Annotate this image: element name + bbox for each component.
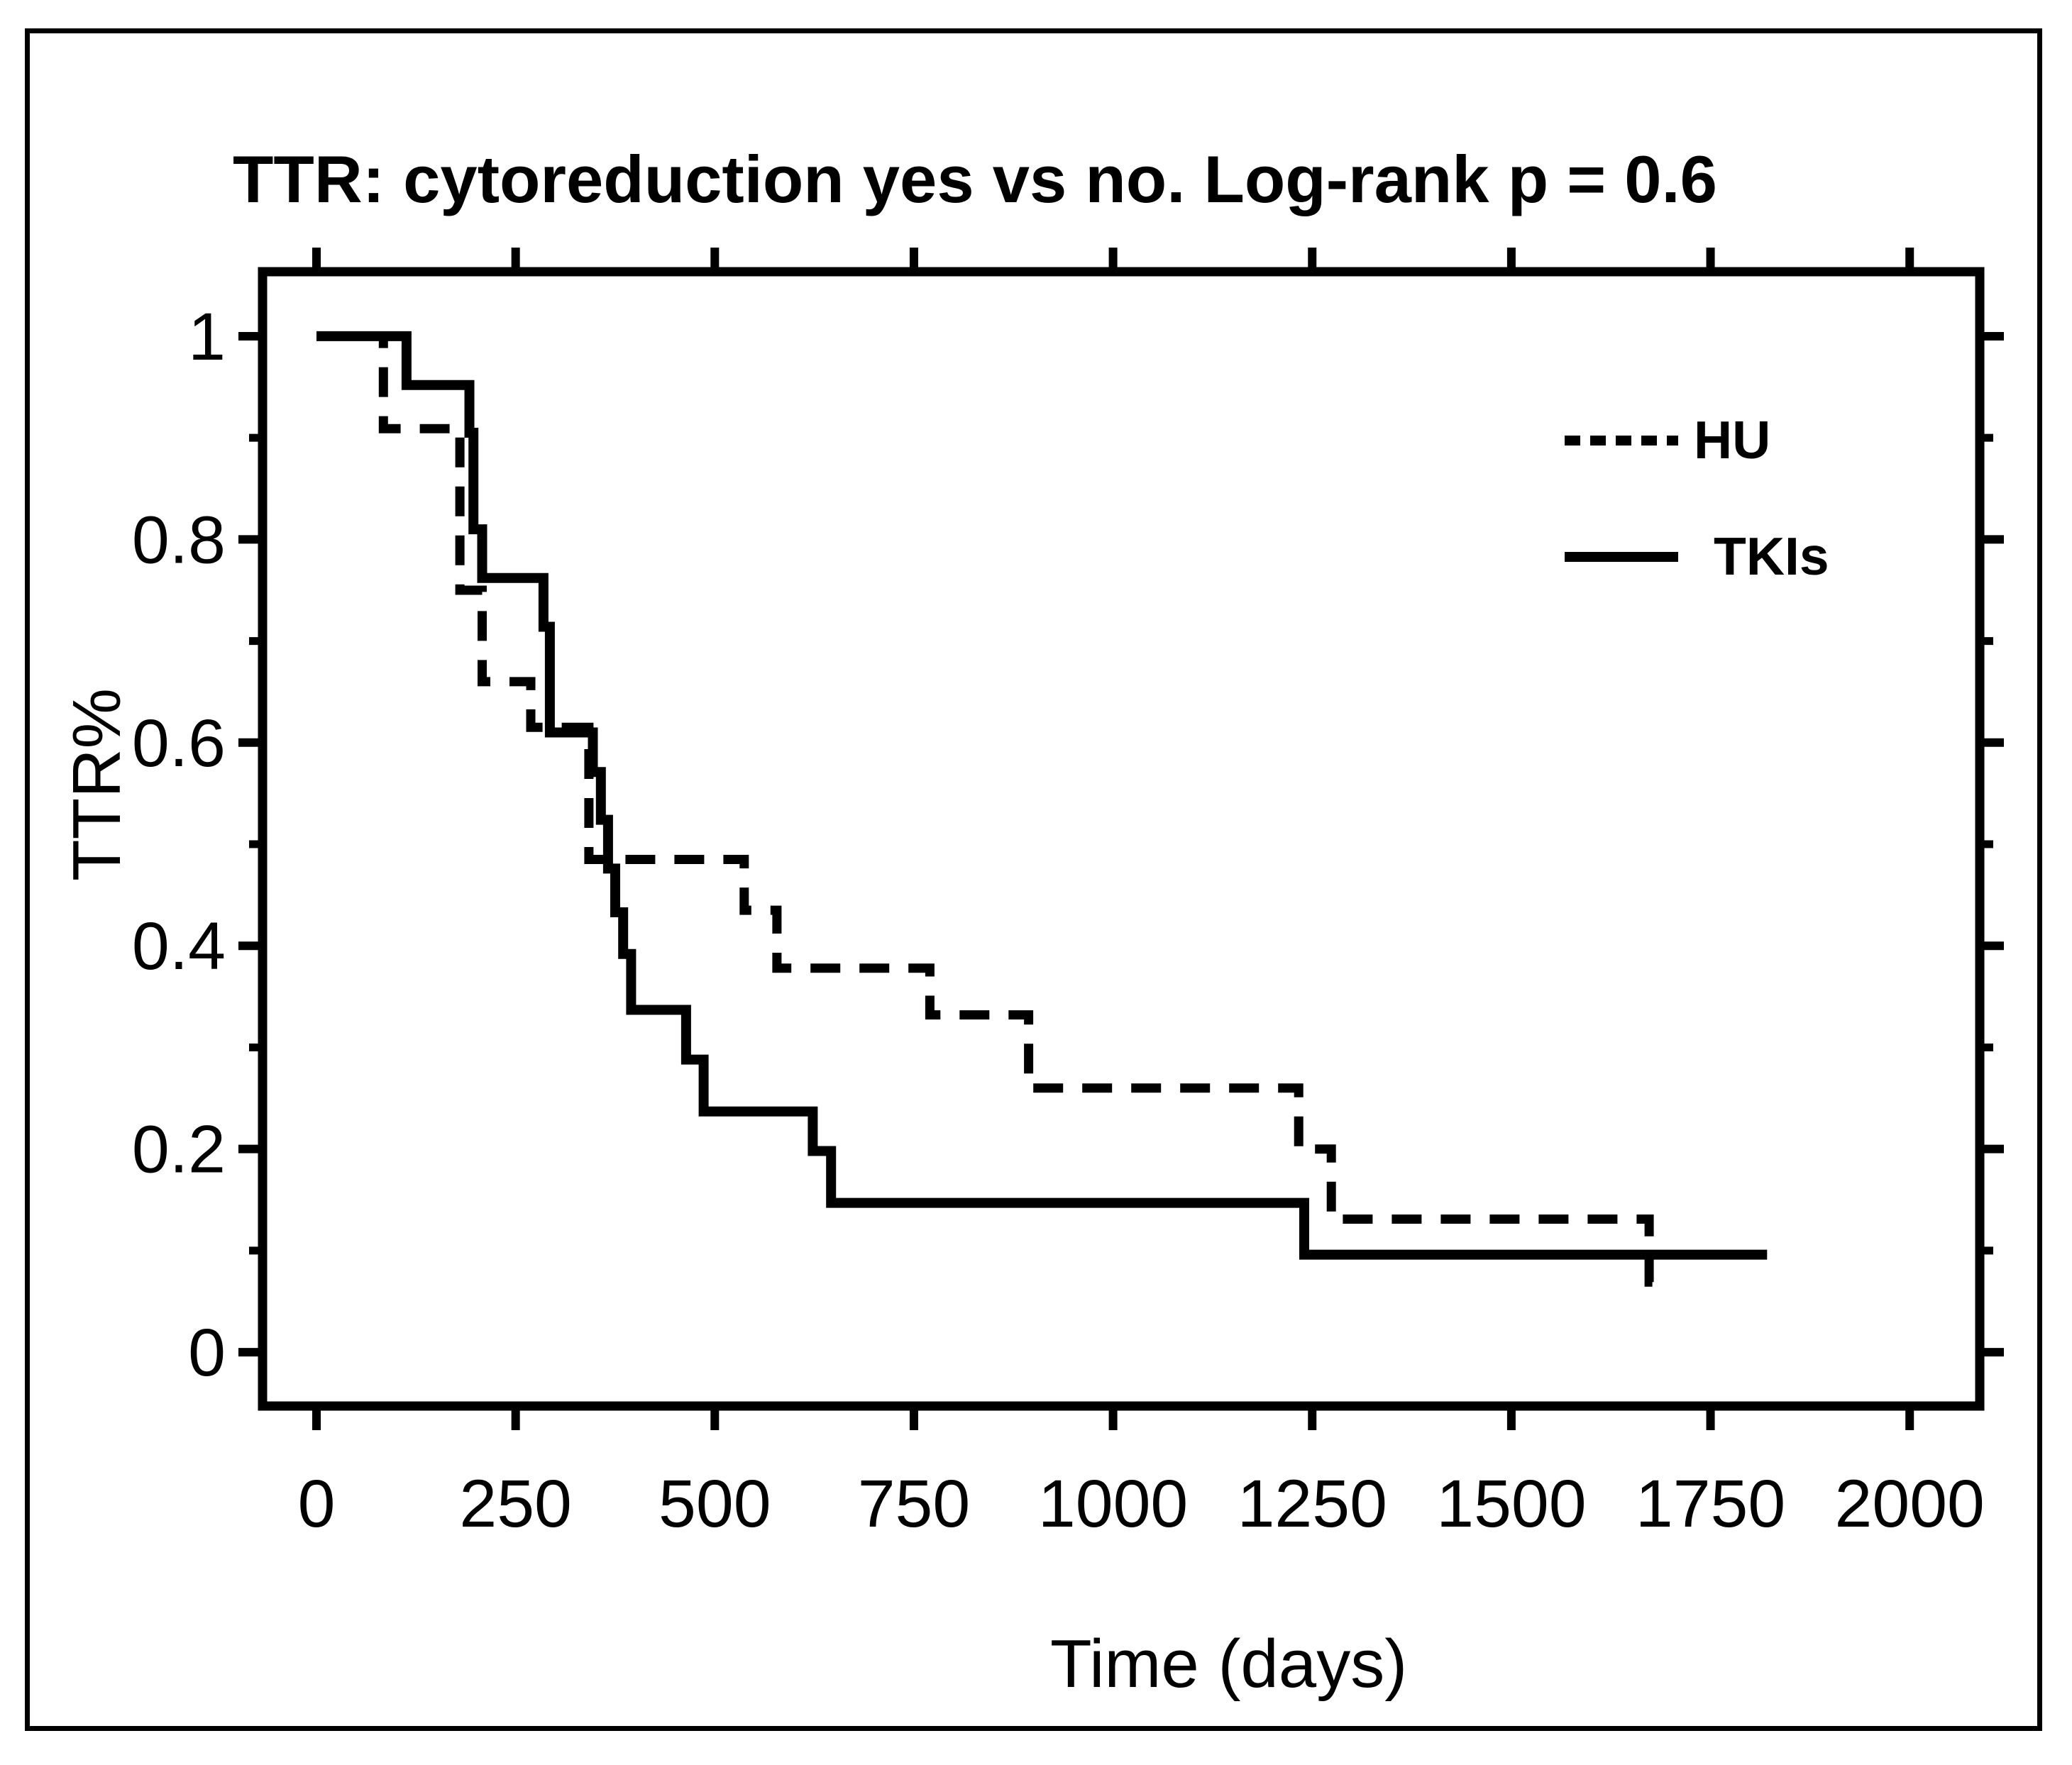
legend-item-tkis: TKIs [1565, 530, 1829, 583]
y-tick-label: 1 [188, 299, 226, 375]
chart-title: TTR: cytoreduction yes vs no. Log-rank p… [233, 142, 1717, 216]
axes-box [258, 267, 1985, 1411]
y-tick-label: 0.4 [132, 909, 226, 984]
y-tick-label: 0 [188, 1315, 226, 1390]
y-tick-label: 0.2 [132, 1112, 226, 1188]
x-tick-label: 1750 [1636, 1466, 1785, 1542]
legend-label-hu: HU [1694, 410, 1771, 470]
x-tick-label: 750 [858, 1466, 971, 1542]
x-tick-label: 250 [459, 1466, 572, 1542]
figure-border [25, 28, 2042, 1731]
legend-line-solid-icon [1565, 551, 1678, 562]
y-tick-label: 0.8 [132, 502, 226, 577]
x-tick-label: 2000 [1835, 1466, 1985, 1542]
legend-item-hu: HU [1565, 414, 1770, 467]
x-tick-label: 500 [658, 1466, 771, 1542]
legend-label-tkis: TKIs [1714, 526, 1829, 586]
y-axis-label: TTR% [59, 688, 135, 881]
x-axis-label: Time (days) [1050, 1626, 1408, 1702]
curve-hu [316, 331, 1660, 1287]
x-tick-label: 1500 [1436, 1466, 1586, 1542]
x-tick-label: 1250 [1238, 1466, 1387, 1542]
x-tick-label: 0 [298, 1466, 336, 1542]
legend-line-dashed-icon [1565, 435, 1678, 446]
x-tick-label: 1000 [1038, 1466, 1188, 1542]
y-tick-label: 0.6 [132, 706, 226, 781]
curve-tkis [316, 331, 1768, 1260]
